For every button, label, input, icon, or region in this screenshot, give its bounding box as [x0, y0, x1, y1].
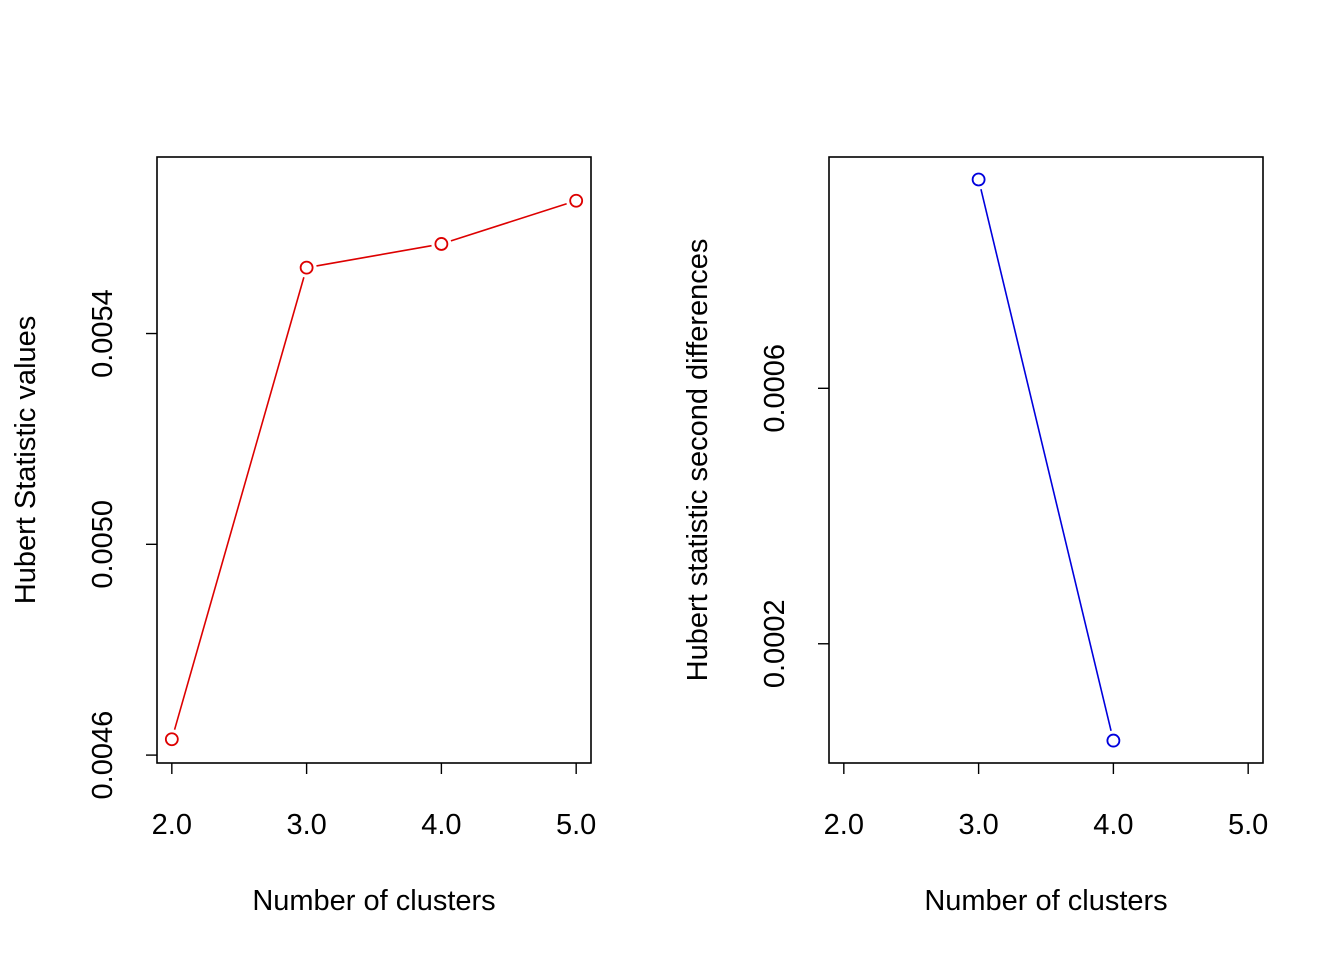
y-tick-label: 0.0002	[759, 599, 791, 688]
y-tick-label: 0.0046	[87, 711, 119, 800]
x-tick-label: 4.0	[1093, 809, 1133, 841]
x-tick-label: 2.0	[152, 809, 192, 841]
x-tick-label: 3.0	[286, 809, 326, 841]
series-line-segment	[316, 244, 432, 267]
y-axis-title: Hubert Statistic values	[10, 316, 42, 605]
x-tick-label: 3.0	[958, 809, 998, 841]
y-axis-title: Hubert statistic second differences	[682, 239, 714, 682]
x-tick-label: 5.0	[1228, 809, 1268, 841]
hubert-statistic-panel: 2.0 3.0 4.0 5.0 0.0046 0.0050 0.0054 Number of …	[10, 156, 596, 917]
data-point-marker	[164, 732, 179, 747]
x-tick-label: 2.0	[824, 809, 864, 841]
data-point-marker	[971, 172, 986, 187]
y-tick-label: 0.0050	[87, 500, 119, 589]
x-axis-title: Number of clusters	[252, 885, 495, 917]
series-line-segment	[173, 277, 305, 730]
y-tick-label: 0.0006	[759, 344, 791, 433]
hubert-second-differences-panel: 2.0 3.0 4.0 5.0 0.0002 0.0006 Number of cluste…	[682, 156, 1268, 917]
data-point-marker	[1106, 733, 1121, 748]
series-line-segment	[980, 189, 1112, 732]
data-point-marker	[569, 193, 584, 208]
series-line-segment	[450, 203, 567, 242]
data-point-marker	[299, 260, 314, 275]
x-tick-label: 4.0	[421, 809, 461, 841]
plot-frame	[156, 156, 592, 764]
plot-frame	[828, 156, 1264, 764]
x-axis-title: Number of clusters	[924, 885, 1167, 917]
y-tick-label: 0.0054	[87, 289, 119, 378]
data-point-marker	[434, 237, 449, 251]
x-tick-label: 5.0	[556, 809, 596, 841]
